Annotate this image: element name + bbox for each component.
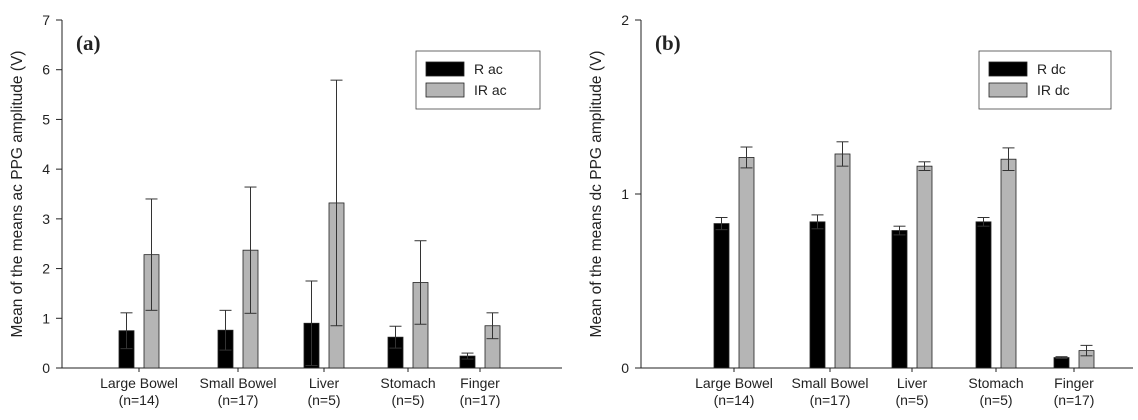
legend-label: IR dc: [1037, 82, 1070, 98]
bar: [916, 165, 933, 369]
x-tick-count-label: (n=14): [714, 392, 755, 408]
x-tick-count-label: (n=5): [895, 392, 928, 408]
x-tick-label: Stomach: [968, 375, 1023, 391]
bar: [738, 157, 755, 369]
bar: [891, 230, 908, 369]
y-tick-label: 5: [42, 111, 50, 127]
y-axis-title: Mean of the means ac PPG amplitude (V): [9, 51, 26, 338]
bar: [1053, 357, 1070, 369]
y-axis-title: Mean of the means dc PPG amplitude (V): [588, 51, 605, 338]
x-tick-count-label: (n=5): [979, 392, 1012, 408]
x-tick-count-label: (n=5): [307, 392, 340, 408]
legend-label: IR ac: [474, 82, 507, 98]
x-tick-label: Large Bowel: [695, 375, 773, 391]
chart-panel-0: 0 1 2 3 4 5 6 7 Mean of the means ac PPG amplitu…: [9, 12, 562, 408]
x-tick-count-label: (n=17): [1054, 392, 1095, 408]
bar: [834, 153, 851, 369]
y-tick-label: 2: [621, 12, 629, 28]
bar: [1000, 158, 1017, 369]
y-tick-label: 4: [42, 161, 50, 177]
x-tick-label: Large Bowel: [100, 375, 178, 391]
x-tick-count-label: (n=17): [460, 392, 501, 408]
legend-swatch: [425, 61, 465, 77]
y-tick-label: 3: [42, 211, 50, 227]
x-tick-label: Small Bowel: [791, 375, 868, 391]
legend-label: R dc: [1037, 61, 1066, 77]
chart-panel-1: 0 1 2 Mean of the means dc PPG amplitude (V…: [588, 12, 1133, 408]
legend-swatch: [988, 82, 1028, 98]
y-tick-label: 7: [42, 12, 50, 28]
y-tick-label: 2: [42, 261, 50, 277]
legend: R ac IR ac: [415, 50, 541, 110]
y-tick-label: 1: [621, 186, 629, 202]
legend-box: [978, 50, 1112, 110]
legend: R dc IR dc: [978, 50, 1112, 110]
y-tick-label: 0: [621, 360, 629, 376]
x-tick-label: Liver: [897, 375, 928, 391]
bar: [713, 223, 730, 369]
x-tick-label: Small Bowel: [199, 375, 276, 391]
bar: [809, 221, 826, 369]
y-tick-label: 1: [42, 310, 50, 326]
y-tick-label: 6: [42, 62, 50, 78]
legend-swatch: [425, 82, 465, 98]
panel-label: (b): [655, 31, 681, 55]
x-tick-count-label: (n=14): [119, 392, 160, 408]
x-tick-label: Finger: [1054, 375, 1094, 391]
legend-swatch: [988, 61, 1028, 77]
panel-label: (a): [76, 31, 101, 55]
y-tick-label: 0: [42, 360, 50, 376]
x-tick-count-label: (n=17): [218, 392, 259, 408]
legend-box: [415, 50, 541, 110]
x-tick-label: Liver: [309, 375, 340, 391]
bar: [975, 221, 992, 369]
x-tick-count-label: (n=5): [391, 392, 424, 408]
legend-label: R ac: [474, 61, 503, 77]
x-tick-label: Stomach: [380, 375, 435, 391]
x-tick-label: Finger: [460, 375, 500, 391]
x-tick-count-label: (n=17): [810, 392, 851, 408]
